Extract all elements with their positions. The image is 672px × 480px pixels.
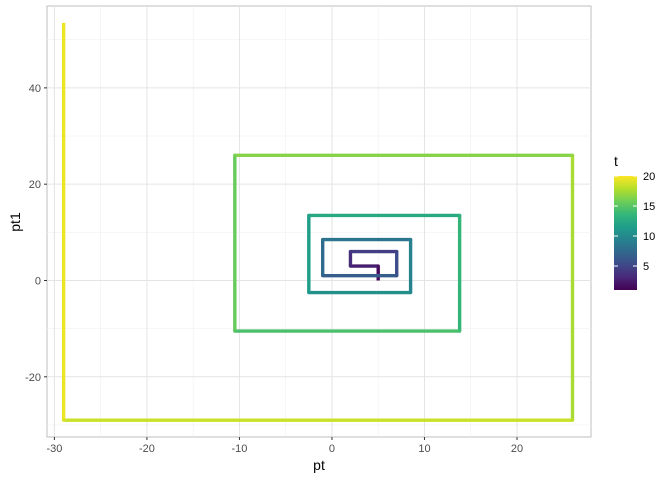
x-tick-label: 0 (329, 443, 335, 455)
path-vertex (233, 329, 237, 333)
path-vertex (307, 290, 311, 295)
path-vertex (321, 237, 325, 242)
legend-colorbar (614, 176, 637, 290)
legend-label: 15 (643, 201, 655, 213)
path-series (61, 22, 575, 422)
path-vertex (376, 264, 380, 268)
legend-label: 5 (643, 261, 649, 273)
path-vertex (570, 418, 575, 422)
path-vertex (348, 264, 353, 268)
path-vertex (570, 153, 575, 157)
y-tick-label: 40 (29, 83, 41, 95)
plot-background (46, 5, 592, 438)
path-vertex (457, 213, 462, 218)
path-vertex (307, 213, 311, 218)
path-vertex (348, 249, 353, 254)
y-axis: -20 0 20 40 (25, 83, 47, 384)
y-tick-label: 0 (35, 275, 41, 287)
y-axis-title: pt1 (7, 212, 23, 232)
legend-label: 10 (643, 231, 655, 243)
path-vertex (61, 418, 66, 422)
color-legend: t 5 10 15 20 (614, 153, 655, 290)
path-vertex (321, 273, 325, 278)
x-axis-title: pt (313, 457, 325, 473)
x-tick-label: -30 (46, 443, 62, 455)
x-tick-label: -10 (231, 443, 247, 455)
x-tick-label: -20 (139, 443, 155, 455)
path-vertex (233, 153, 237, 157)
legend-label: 20 (643, 171, 655, 183)
path-vertex (457, 329, 462, 333)
path-vertex (408, 290, 413, 295)
plot-panel (46, 5, 592, 438)
y-tick-label: -20 (25, 372, 41, 384)
path-vertex (395, 273, 399, 278)
y-tick-label: 20 (29, 179, 41, 191)
path-vertex (408, 237, 413, 242)
x-tick-label: 20 (511, 443, 523, 455)
x-axis: -30 -20 -10 0 10 20 (46, 437, 523, 455)
x-tick-label: 10 (418, 443, 430, 455)
path-vertex (395, 249, 399, 254)
legend-title: t (614, 153, 618, 169)
